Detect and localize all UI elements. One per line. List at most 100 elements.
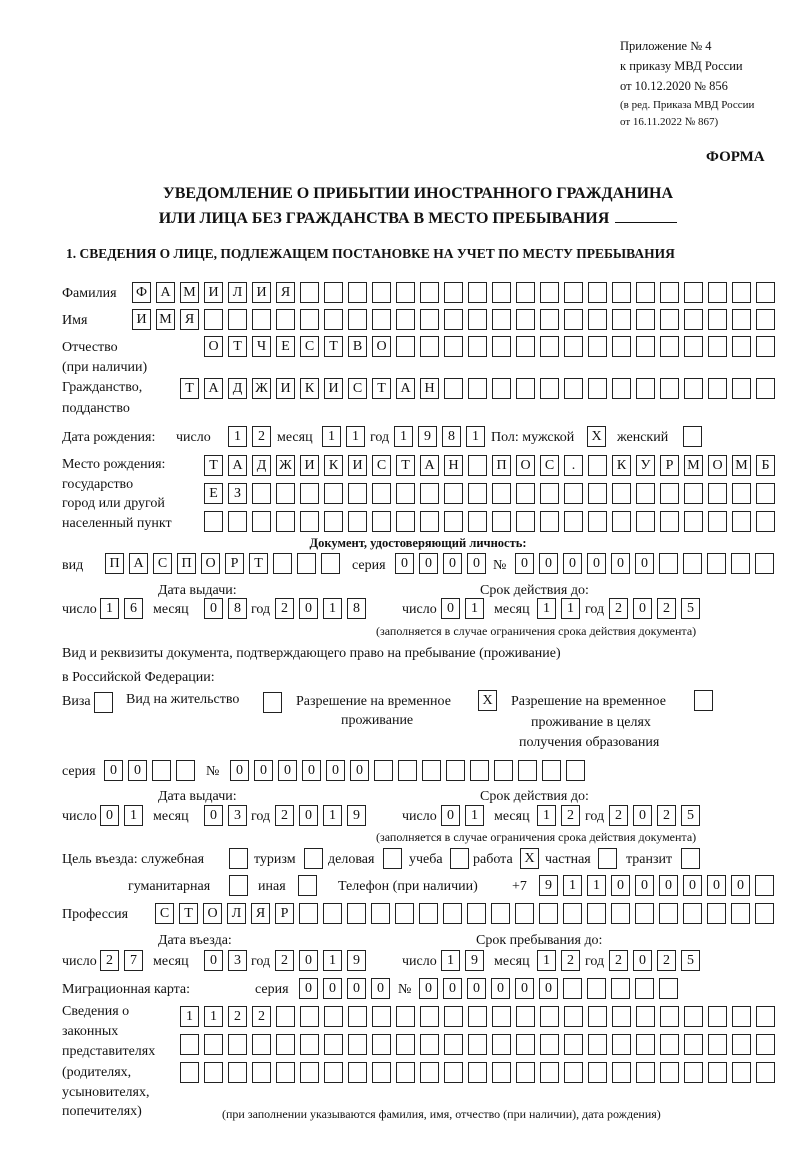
- char-box[interactable]: [276, 1062, 295, 1083]
- char-box[interactable]: [659, 553, 678, 574]
- char-box[interactable]: [636, 1034, 655, 1055]
- char-box[interactable]: [204, 1062, 223, 1083]
- char-box[interactable]: П: [105, 553, 124, 574]
- char-box[interactable]: [492, 1062, 511, 1083]
- char-box[interactable]: 0: [563, 553, 582, 574]
- char-box[interactable]: 0: [347, 978, 366, 999]
- char-box[interactable]: [372, 1034, 391, 1055]
- char-box[interactable]: [612, 378, 631, 399]
- char-box[interactable]: [611, 978, 630, 999]
- char-box[interactable]: 1: [537, 805, 556, 826]
- char-box[interactable]: [273, 553, 292, 574]
- char-box[interactable]: 2: [252, 426, 271, 447]
- char-box[interactable]: [540, 483, 559, 504]
- char-box[interactable]: [636, 282, 655, 303]
- char-box[interactable]: И: [324, 378, 343, 399]
- char-box[interactable]: [756, 1062, 775, 1083]
- char-box[interactable]: 7: [124, 950, 143, 971]
- char-box[interactable]: 9: [465, 950, 484, 971]
- char-box[interactable]: А: [420, 455, 439, 476]
- char-box[interactable]: З: [228, 483, 247, 504]
- char-box[interactable]: [468, 483, 487, 504]
- char-box[interactable]: И: [276, 378, 295, 399]
- char-box[interactable]: 6: [124, 598, 143, 619]
- char-box[interactable]: 0: [302, 760, 321, 781]
- char-box[interactable]: [276, 511, 295, 532]
- char-box[interactable]: [420, 1006, 439, 1027]
- char-box[interactable]: [731, 553, 750, 574]
- char-box[interactable]: 3: [228, 805, 247, 826]
- char-box[interactable]: 0: [419, 978, 438, 999]
- char-box[interactable]: Р: [275, 903, 294, 924]
- char-box[interactable]: [660, 378, 679, 399]
- char-box[interactable]: [732, 1006, 751, 1027]
- char-box[interactable]: [299, 903, 318, 924]
- char-box[interactable]: 0: [395, 553, 414, 574]
- char-box[interactable]: [756, 483, 775, 504]
- char-box[interactable]: [372, 483, 391, 504]
- char-box[interactable]: [374, 760, 393, 781]
- char-box[interactable]: 8: [228, 598, 247, 619]
- char-box[interactable]: [371, 903, 390, 924]
- char-box[interactable]: С: [372, 455, 391, 476]
- char-box[interactable]: [540, 1034, 559, 1055]
- char-box[interactable]: [588, 483, 607, 504]
- char-box[interactable]: [420, 336, 439, 357]
- char-box[interactable]: Л: [228, 282, 247, 303]
- char-box[interactable]: 9: [347, 805, 366, 826]
- char-box[interactable]: [348, 309, 367, 330]
- char-box[interactable]: [396, 282, 415, 303]
- char-box[interactable]: [444, 483, 463, 504]
- char-box[interactable]: [443, 903, 462, 924]
- char-box[interactable]: [468, 1034, 487, 1055]
- char-box[interactable]: Ч: [252, 336, 271, 357]
- char-box[interactable]: [492, 336, 511, 357]
- char-box[interactable]: [348, 1062, 367, 1083]
- char-box[interactable]: [540, 1006, 559, 1027]
- char-box[interactable]: [540, 1062, 559, 1083]
- char-box[interactable]: [612, 1062, 631, 1083]
- char-box[interactable]: [468, 1062, 487, 1083]
- char-box[interactable]: [229, 875, 248, 896]
- char-box[interactable]: 2: [275, 950, 294, 971]
- char-box[interactable]: Я: [276, 282, 295, 303]
- char-box[interactable]: [684, 1062, 703, 1083]
- char-box[interactable]: [588, 378, 607, 399]
- char-box[interactable]: О: [708, 455, 727, 476]
- char-box[interactable]: [612, 336, 631, 357]
- char-box[interactable]: 2: [100, 950, 119, 971]
- char-box[interactable]: [468, 282, 487, 303]
- char-box[interactable]: 0: [104, 760, 123, 781]
- char-box[interactable]: 9: [347, 950, 366, 971]
- char-box[interactable]: 0: [350, 760, 369, 781]
- char-box[interactable]: [444, 282, 463, 303]
- char-box[interactable]: 0: [441, 598, 460, 619]
- char-box[interactable]: К: [324, 455, 343, 476]
- char-box[interactable]: [228, 1034, 247, 1055]
- char-box[interactable]: К: [612, 455, 631, 476]
- char-box[interactable]: Т: [249, 553, 268, 574]
- char-box[interactable]: [252, 1034, 271, 1055]
- char-box[interactable]: [398, 760, 417, 781]
- char-box[interactable]: [444, 378, 463, 399]
- char-box[interactable]: [324, 1034, 343, 1055]
- char-box[interactable]: 0: [611, 875, 630, 896]
- char-box[interactable]: [636, 1062, 655, 1083]
- char-box[interactable]: Е: [276, 336, 295, 357]
- char-box[interactable]: [542, 760, 561, 781]
- char-box[interactable]: [681, 848, 700, 869]
- char-box[interactable]: [636, 378, 655, 399]
- char-box[interactable]: [396, 1034, 415, 1055]
- char-box[interactable]: [684, 309, 703, 330]
- char-box[interactable]: [755, 553, 774, 574]
- char-box[interactable]: [204, 511, 223, 532]
- char-box[interactable]: [755, 903, 774, 924]
- char-box[interactable]: 1: [563, 875, 582, 896]
- char-box[interactable]: 0: [633, 598, 652, 619]
- char-box[interactable]: 3: [228, 950, 247, 971]
- char-box[interactable]: [708, 1006, 727, 1027]
- char-box[interactable]: 2: [657, 598, 676, 619]
- char-box[interactable]: 0: [633, 805, 652, 826]
- char-box[interactable]: [446, 760, 465, 781]
- char-box[interactable]: 1: [587, 875, 606, 896]
